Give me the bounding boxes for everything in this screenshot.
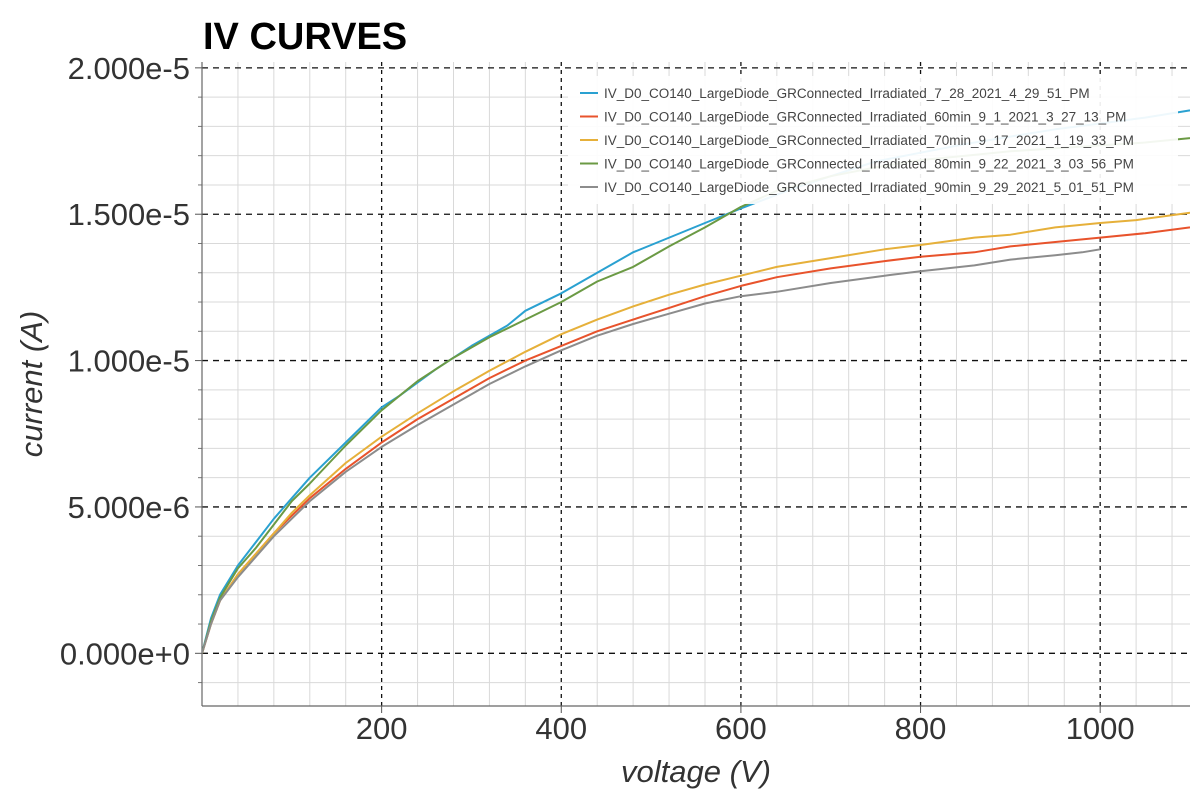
x-tick-label: 800 <box>895 711 947 746</box>
y-tick-label: 5.000e-6 <box>68 490 190 525</box>
y-tick-label: 0.000e+0 <box>60 636 190 671</box>
x-tick-label: 1000 <box>1066 711 1135 746</box>
y-tick-label: 1.000e-5 <box>68 344 190 379</box>
series-line-3 <box>202 211 1190 654</box>
legend-entry-5: IV_D0_CO140_LargeDiode_GRConnected_Irrad… <box>604 180 1134 195</box>
x-tick-label: 400 <box>535 711 587 746</box>
legend-box <box>568 76 1178 204</box>
x-tick-label: 200 <box>356 711 408 746</box>
series-line-5 <box>202 248 1101 654</box>
tick-labels: 200 400 600 800 1000 0.000e+0 5.000e-6 1.000e-5… <box>60 51 1135 746</box>
chart-title: IV CURVES <box>203 16 408 58</box>
x-tick-label: 600 <box>715 711 767 746</box>
legend-entry-1: IV_D0_CO140_LargeDiode_GRConnected_Irrad… <box>604 86 1090 101</box>
x-axis-label: voltage (V) <box>621 754 771 789</box>
legend-entry-3: IV_D0_CO140_LargeDiode_GRConnected_Irrad… <box>604 133 1134 148</box>
legend-entry-4: IV_D0_CO140_LargeDiode_GRConnected_Irrad… <box>604 157 1134 172</box>
series-line-4 <box>202 137 1190 654</box>
y-tick-label: 2.000e-5 <box>68 51 190 86</box>
legend-entry-2: IV_D0_CO140_LargeDiode_GRConnected_Irrad… <box>604 110 1126 125</box>
y-axis-label: current (A) <box>14 311 49 457</box>
y-tick-label: 1.500e-5 <box>68 197 190 232</box>
axes <box>195 62 1190 713</box>
legend: IV_D0_CO140_LargeDiode_GRConnected_Irrad… <box>568 76 1178 204</box>
